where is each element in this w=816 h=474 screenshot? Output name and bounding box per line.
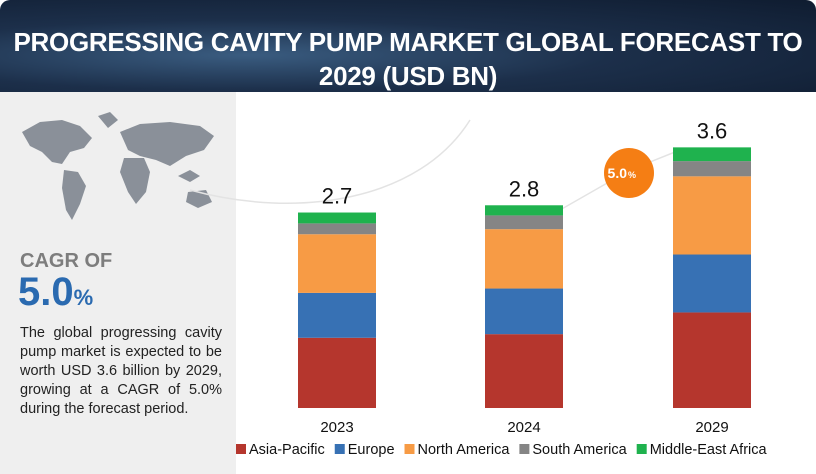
legend-label: South America	[532, 442, 627, 458]
legend-label: Middle-East Africa	[650, 442, 768, 458]
header: PROGRESSING CAVITY PUMP MARKET GLOBAL FO…	[0, 0, 816, 92]
cagr-caption: CAGR OF	[20, 250, 113, 272]
legend-swatch	[519, 444, 530, 454]
cagr-unit: %	[73, 285, 94, 310]
bar-segment	[485, 334, 563, 408]
title: PROGRESSING CAVITY PUMP MARKET GLOBAL FO…	[13, 27, 803, 91]
bar-segment	[673, 176, 751, 255]
bubble-value: 5.0	[608, 165, 628, 181]
legend-swatch	[404, 444, 415, 454]
bar-segment	[673, 161, 751, 177]
decor-curve	[189, 119, 471, 204]
legend-label: North America	[418, 442, 511, 458]
x-tick-label: 2023	[320, 419, 353, 436]
bar-segment	[298, 337, 376, 408]
bar-segment	[485, 288, 563, 335]
bubble-unit: %	[628, 170, 636, 180]
bar-segment	[485, 215, 563, 230]
x-tick-label: 2024	[507, 419, 540, 436]
bar-segment	[485, 205, 563, 216]
description: The global progressing cavity pump marke…	[20, 325, 222, 417]
sidebar: CAGR OF 5.0% The global progressing cavi…	[0, 92, 236, 474]
legend-swatch	[334, 444, 345, 454]
bar-segment	[673, 147, 751, 162]
cagr: 5.0%	[18, 270, 93, 315]
cagr-value: 5.0	[18, 270, 74, 314]
legend-swatch	[236, 444, 246, 454]
world-map	[22, 112, 214, 220]
bar-segment	[298, 212, 376, 224]
bar-segment	[673, 254, 751, 313]
bar-segment	[298, 223, 376, 235]
legend-label: Europe	[348, 442, 395, 458]
total-label: 2.7	[322, 184, 353, 209]
bar-segment	[673, 312, 751, 408]
total-label: 3.6	[697, 118, 728, 143]
bar-segment	[298, 234, 376, 293]
x-tick-label: 2029	[695, 419, 728, 436]
total-label: 2.8	[509, 176, 540, 201]
cagr-bubble	[604, 148, 654, 198]
legend-label: Asia-Pacific	[249, 442, 325, 458]
bar-segment	[298, 292, 376, 338]
bar-segment	[485, 229, 563, 289]
legend-swatch	[636, 444, 647, 454]
